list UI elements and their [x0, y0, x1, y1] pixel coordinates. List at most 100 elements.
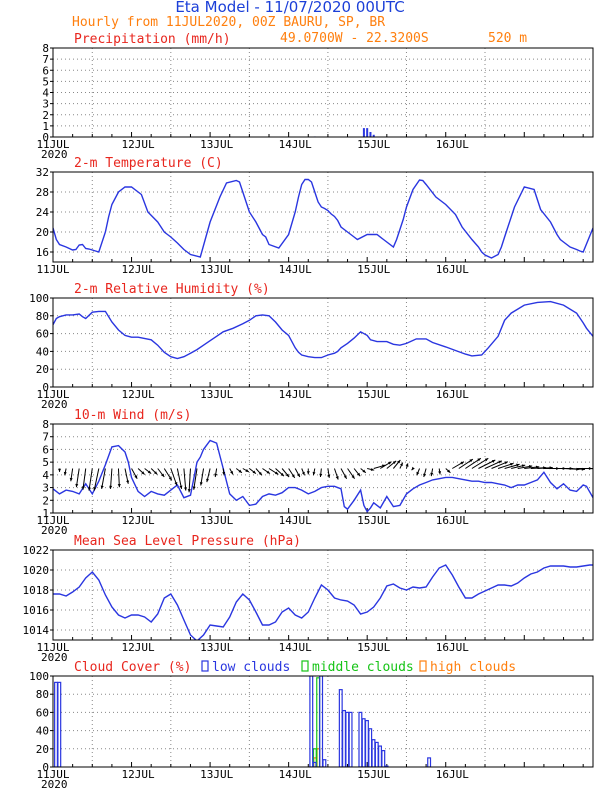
wind-vector-head	[595, 467, 598, 470]
slp-xtick-label: 12JUL	[122, 641, 155, 654]
low-cloud-bar	[358, 711, 363, 767]
wind-ytick-label: 3	[42, 482, 49, 495]
wind-vector-head	[266, 470, 270, 474]
wind-vector-head	[423, 473, 427, 477]
precip-ytick-label: 0	[42, 131, 49, 144]
wind-vector-head	[327, 474, 331, 478]
wind-vector-head	[93, 487, 97, 491]
temp-ytick-label: 16	[36, 246, 49, 259]
wind-data	[53, 439, 612, 513]
temp-data	[53, 178, 593, 259]
wind-vector-head	[179, 485, 183, 489]
precip-year-label: 2020	[41, 148, 68, 161]
precip-xtick-label: 11JUL	[36, 138, 69, 151]
cloud-data	[54, 676, 432, 767]
temp-ytick-label: 20	[36, 226, 49, 239]
slp-xtick-label: 14JUL	[279, 641, 312, 654]
wind-vector-head	[147, 470, 152, 474]
precip-xtick-label: 16JUL	[436, 138, 469, 151]
wind-frame	[52, 423, 594, 514]
wind-vector-head	[245, 469, 249, 472]
precip-xtick-label: 12JUL	[122, 138, 155, 151]
wind-vector-head	[184, 487, 187, 491]
wind-ytick-label: 8	[42, 418, 49, 431]
low-cloud-bar	[378, 745, 383, 767]
precip-bar	[372, 134, 375, 137]
legend-swatch-high	[419, 660, 427, 672]
wind-vector-head	[117, 484, 121, 488]
slp-ytick-label: 1016	[23, 604, 50, 617]
temp-ytick-label: 28	[36, 186, 49, 199]
wind-vector-head	[168, 476, 172, 481]
low-cloud-bar	[57, 681, 62, 767]
station-elevation: 520 m	[488, 31, 527, 46]
precip-ytick-label: 2	[42, 109, 49, 122]
slp-frame	[52, 549, 594, 641]
wind-vector-head	[400, 462, 403, 466]
legend-swatch-low	[201, 660, 209, 672]
wind-xtick-label: 14JUL	[279, 514, 312, 527]
slp-series-line	[53, 564, 593, 640]
rh-data	[53, 300, 593, 360]
wind-vector	[82, 468, 87, 490]
wind-vector-head	[100, 485, 104, 489]
precip-xtick-label: 13JUL	[200, 138, 233, 151]
wind-vector-head	[607, 468, 610, 471]
cloud-ytick-label: 20	[36, 743, 49, 756]
wind-ytick-label: 7	[42, 431, 49, 444]
low-cloud-bar	[54, 681, 59, 767]
wind-vector	[603, 469, 612, 471]
wind-ytick-label: 6	[42, 443, 49, 456]
wind-vector-head	[430, 472, 434, 477]
wind-vector-head	[192, 486, 196, 490]
precip-ytick-label: 8	[42, 42, 49, 55]
wind-vector-head	[392, 460, 397, 464]
temp-xtick-label: 12JUL	[122, 263, 155, 276]
low-cloud-bar	[361, 718, 366, 767]
cloud-ytick-label: 80	[36, 688, 49, 701]
rh-xtick-label: 15JUL	[357, 388, 390, 401]
slp-xtick-label: 11JUL	[36, 641, 69, 654]
wind-vector-head	[134, 475, 138, 479]
wind-vector-head	[362, 469, 366, 473]
wind-vector	[93, 468, 100, 491]
wind-series-line	[53, 439, 593, 513]
rh-frame	[52, 297, 594, 388]
wind-vector-head	[258, 471, 262, 476]
wind-vector-head	[291, 474, 295, 478]
wind-xtick-label: 15JUL	[357, 514, 390, 527]
wind-ytick-label: 5	[42, 456, 49, 469]
low-cloud-bar	[322, 759, 327, 767]
wind-vector-head	[528, 465, 533, 468]
wind-vector-head	[238, 469, 242, 473]
wind-vector-head	[397, 460, 401, 464]
legend-label-middle: middle clouds	[312, 660, 414, 675]
wind-vector-head	[370, 468, 375, 471]
temp-panel: 16 20 24 28 32 11JUL 12JUL 13JUL 14JUL 15JUL 16JUL…	[36, 156, 594, 276]
rh-panel: 0 20 40 60 80 100 11JUL 12JUL 13JUL 14JUL 15JUL 16J…	[29, 282, 594, 411]
low-cloud-bar	[342, 709, 347, 767]
cloud-year-label: 2020	[41, 778, 68, 791]
slp-xtick-label: 16JUL	[436, 641, 469, 654]
wind-vector-head	[109, 485, 113, 489]
wind-vector-head	[187, 489, 191, 493]
rh-xtick-label: 13JUL	[200, 388, 233, 401]
cloud-xtick-label: 15JUL	[357, 768, 390, 781]
cloud-ytick-label: 60	[36, 706, 49, 719]
temp-series-line	[53, 178, 593, 259]
wind-vector	[471, 457, 489, 469]
precip-ytick-label: 3	[42, 98, 49, 111]
low-cloud-bar	[381, 750, 386, 767]
wind-vector-head	[438, 471, 442, 475]
temp-title: 2-m Temperature (C)	[74, 156, 223, 171]
wind-vector-head	[388, 461, 392, 465]
low-cloud-bar	[309, 676, 314, 767]
header: Eta Model - 11/07/2020 00UTC Hourly from…	[72, 0, 527, 46]
wind-vector-head	[274, 471, 279, 475]
wind-vector-head	[81, 486, 85, 490]
wind-xtick-label: 16JUL	[436, 514, 469, 527]
wind-vector-head	[319, 473, 323, 477]
